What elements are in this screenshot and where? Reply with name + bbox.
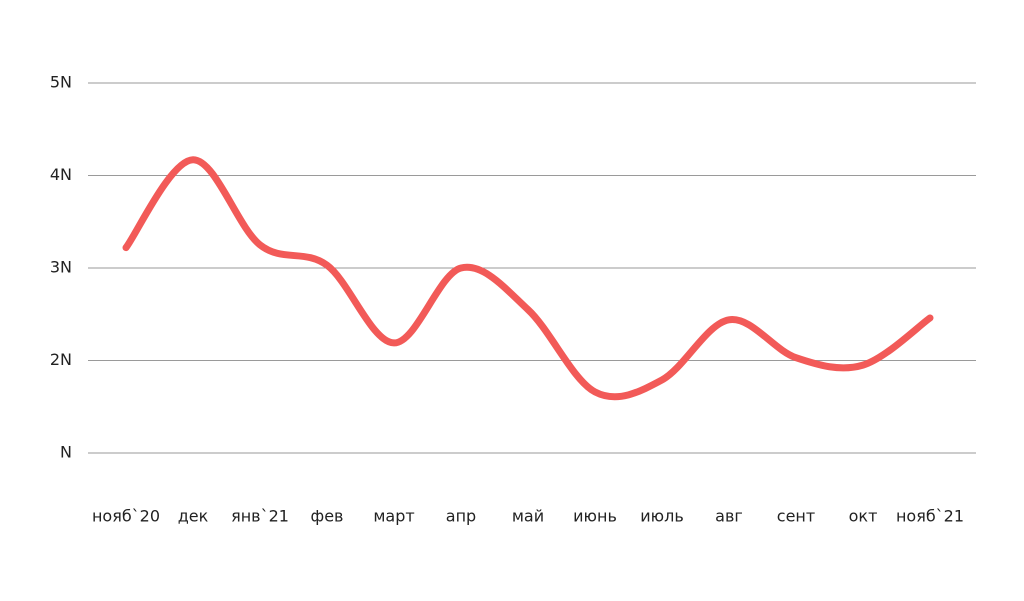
x-tick-label: фев (311, 507, 344, 526)
x-tick-label: сент (777, 507, 815, 526)
x-tick-label: дек (178, 507, 209, 526)
x-tick-label: янв`21 (231, 507, 289, 526)
x-tick-label: март (373, 507, 414, 526)
y-tick-label: 5N (50, 73, 72, 92)
x-tick-label: июль (640, 507, 684, 526)
x-tick-label: май (512, 507, 544, 526)
x-tick-label: нояб`20 (92, 507, 160, 526)
x-tick-label: авг (715, 507, 743, 526)
x-tick-label: апр (446, 507, 476, 526)
data-line (122, 156, 934, 401)
y-tick-label: 3N (50, 258, 72, 277)
x-tick-label: окт (849, 507, 878, 526)
x-tick-label: июнь (573, 507, 617, 526)
y-tick-label: 4N (50, 165, 72, 184)
y-tick-label: N (60, 443, 72, 462)
x-tick-label: нояб`21 (896, 507, 964, 526)
y-tick-label: 2N (50, 350, 72, 369)
